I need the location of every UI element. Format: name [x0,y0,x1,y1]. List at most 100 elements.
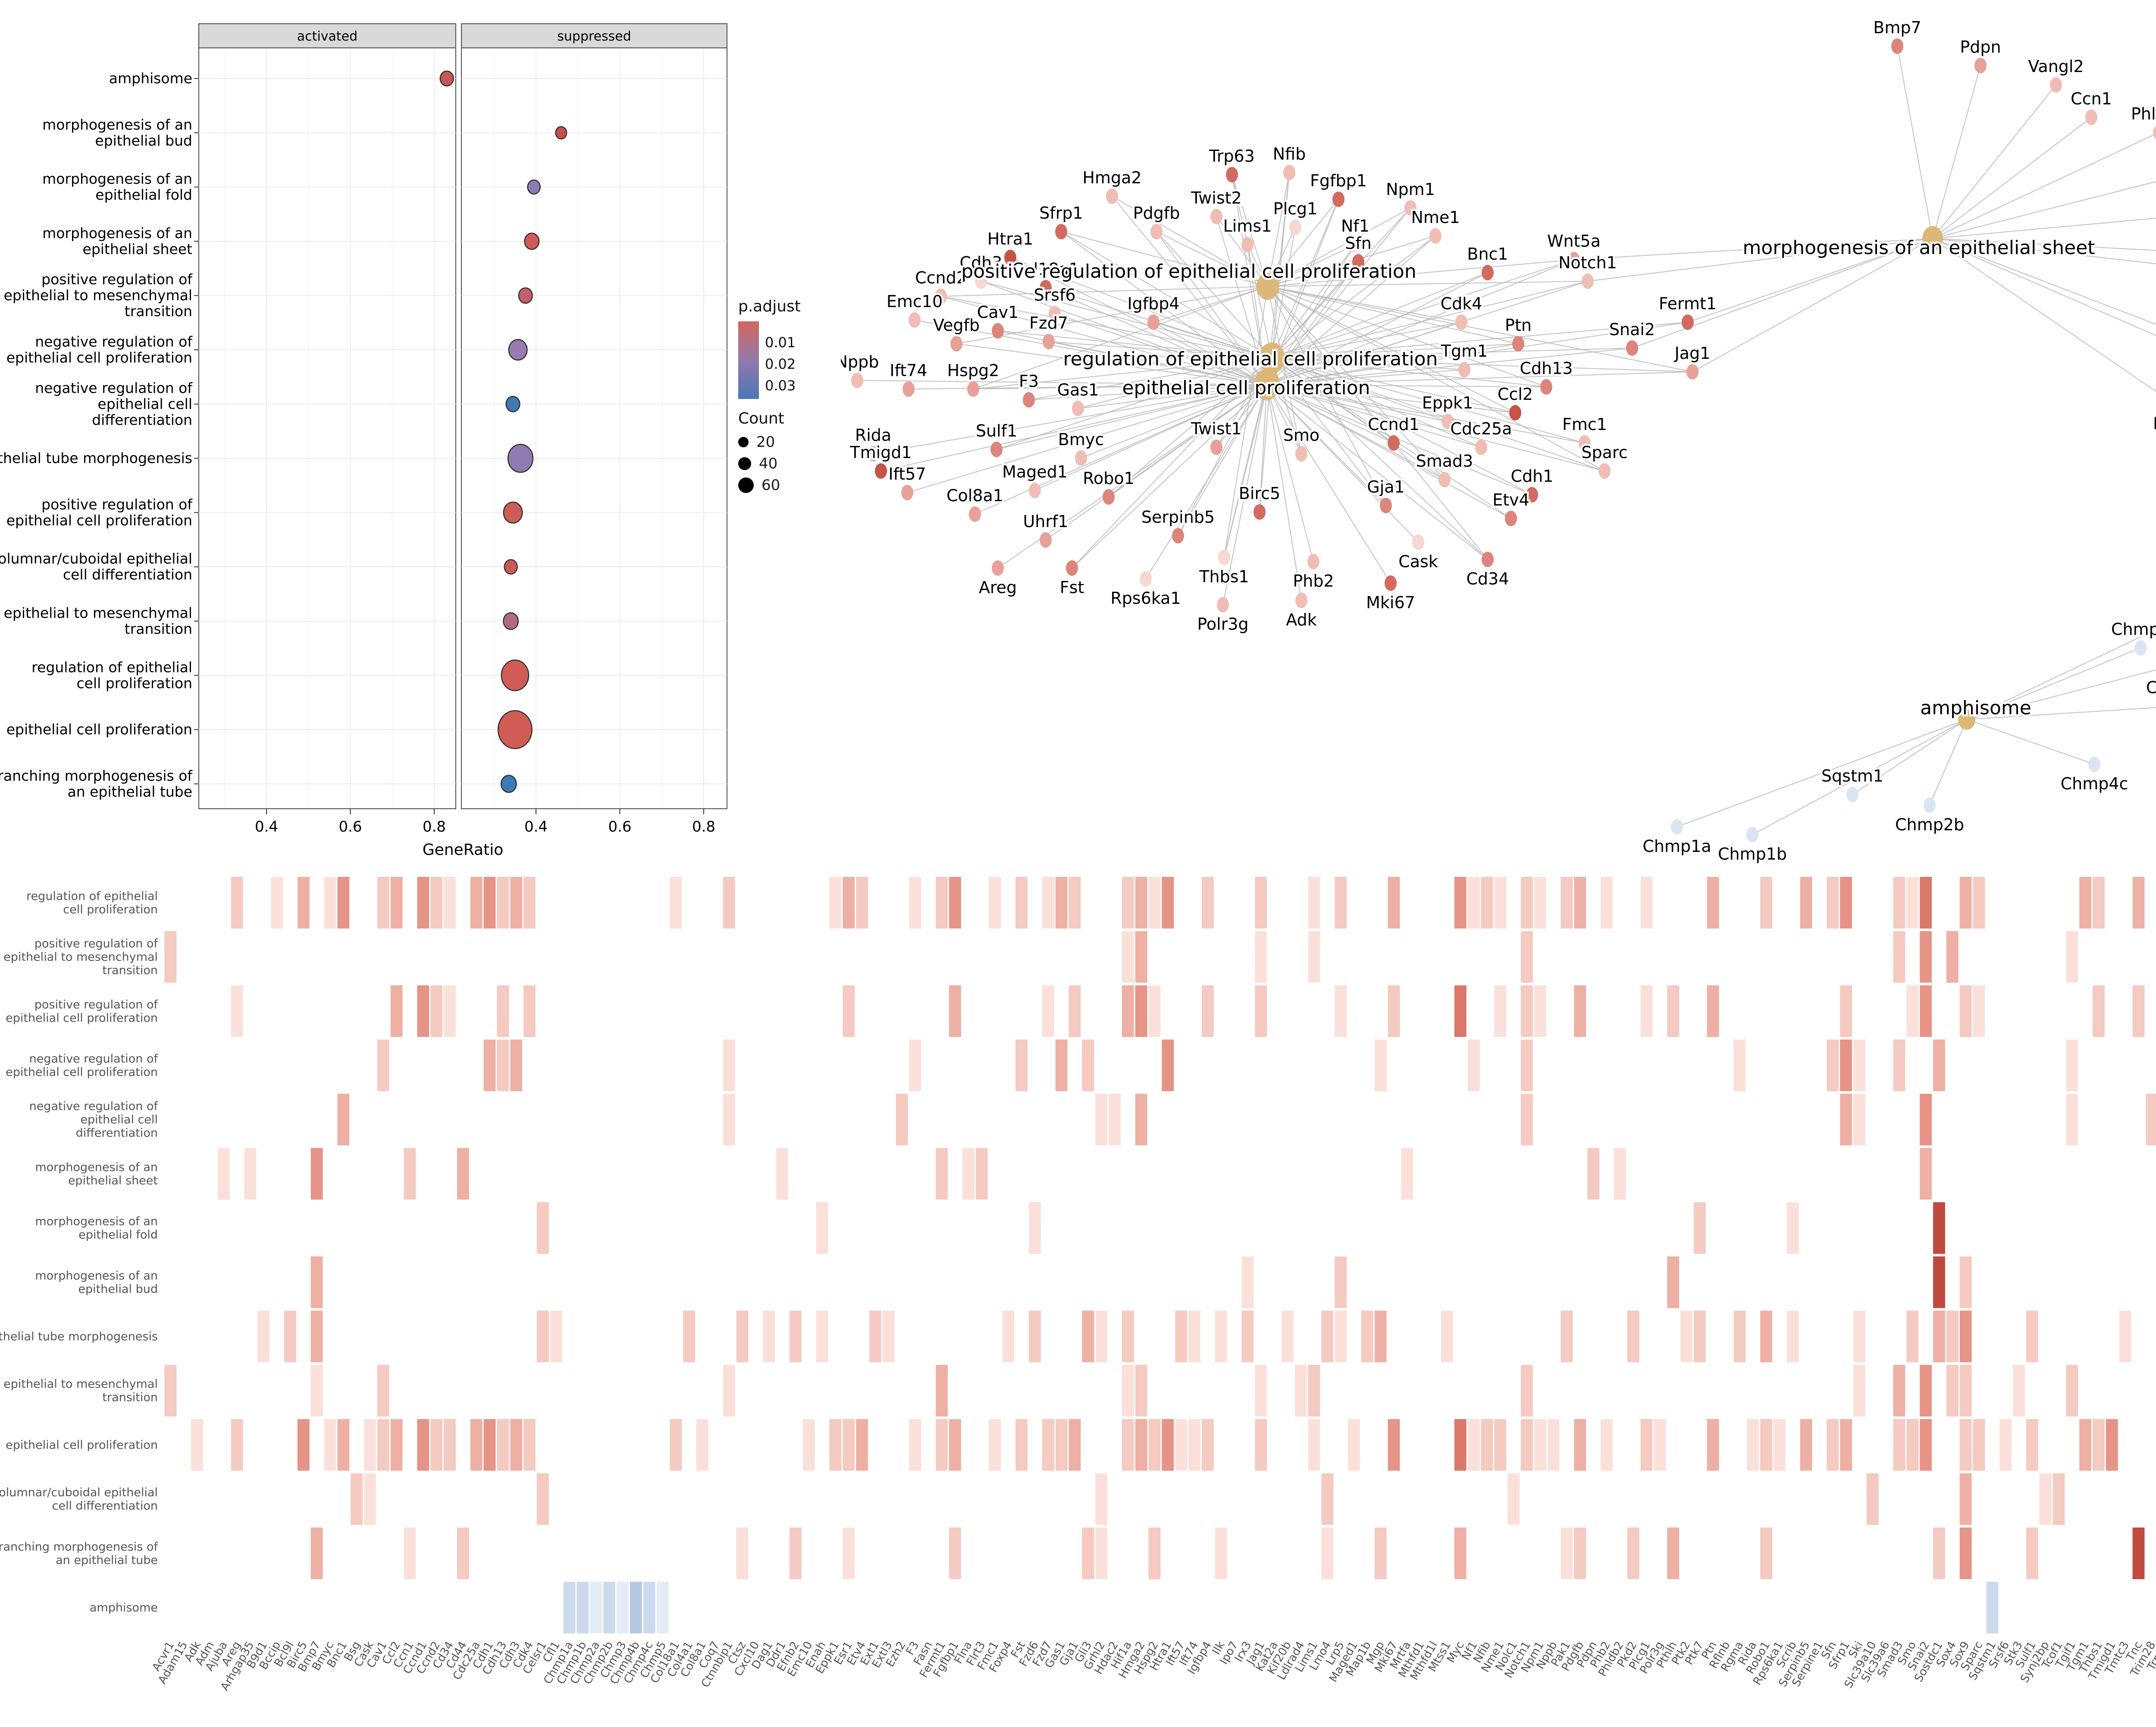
heatmap-cell [1308,1419,1320,1471]
heatmap-cell [1162,877,1174,929]
network-edge [1272,357,1465,371]
gene-node [1568,252,1580,267]
heatmap-cell [1627,1527,1639,1579]
heatmap-cell [1760,1419,1772,1471]
gene-node [909,312,921,328]
heatmap-cell [1175,1310,1188,1363]
heatmap-cell [2079,877,2092,929]
dotplot-point [555,126,567,140]
heatmap-cell [1853,1365,1865,1417]
network-edge [1267,286,1462,323]
heatmap-cell [523,1419,536,1471]
gene-label: Sqstm1 [1821,766,1883,785]
gene-label: Gas1 [1057,380,1099,399]
heatmap-cell [1148,877,1161,929]
heatmap-cell [1733,1310,1746,1363]
heatmap-cell [2066,1093,2078,1146]
gene-label: Rida [855,426,891,445]
dotplot-point [507,443,534,473]
heatmap-cell [577,1582,589,1633]
heatmap-cell [1946,1365,1959,1417]
gene-label: Bmp7 [1873,18,1921,37]
heatmap-cell [1920,931,1932,983]
heatmap-cell [2026,1527,2038,1579]
gene-node [1388,435,1400,451]
network-edge [940,295,1272,359]
heatmap-row-label: cell differentiation [52,1499,158,1513]
dotplot-point [505,396,520,412]
heatmap-cell [1574,877,1586,929]
heatmap-cell [1162,1039,1174,1091]
heatmap-row-label: epithelial sheet [68,1174,158,1187]
heatmap-cell [257,1310,270,1363]
heatmap-cell [1534,1419,1546,1471]
y-axis-label: columnar/cuboidal epithelial [0,550,192,567]
heatmap-cell [1906,985,1919,1037]
heatmap-cell [523,877,536,929]
heatmap-cell [231,877,243,929]
heatmap-cell [1986,1582,1999,1633]
heatmap-cell [603,1582,616,1633]
x-axis-title: GeneRatio [423,841,503,859]
network-edge [1267,280,1588,287]
heatmap-cell [949,1419,961,1471]
heatmap-cell [736,1527,749,1579]
heatmap-cell [1893,1039,1905,1091]
heatmap-cell [1933,1527,1945,1579]
heatmap-cell [1521,877,1533,929]
network-edge [996,384,1267,450]
heatmap-cell [430,985,443,1037]
heatmap-cell [1162,1419,1174,1471]
gene-node [867,446,879,462]
gene-label: Npm1 [1386,180,1435,199]
heatmap-cell [869,1310,881,1363]
heatmap-cell [763,1310,775,1363]
heatmap-cell [1760,1310,1772,1363]
heatmap-row-label: epithelial cell proliferation [6,1065,158,1079]
gene-node [1172,528,1184,543]
gene-label: Col18a1 [1012,260,1079,279]
heatmap-cell [1640,985,1653,1037]
heatmap-cell [1481,1419,1493,1471]
gene-node [1475,440,1487,455]
gene-node [1218,550,1230,565]
gene-label: Chmp3 [2111,620,2156,639]
heatmap-cell [1654,1419,1666,1471]
gene-label: Mrtfa [2153,414,2156,433]
heatmap-cell [1494,985,1507,1037]
network-edge [1267,261,1359,287]
heatmap-cell [1946,1310,1959,1363]
gene-label: Igfbp4 [1127,294,1179,313]
heatmap-cell [1920,1093,1932,1146]
gene-node [1072,401,1084,416]
gene-label: Pdpn [1960,38,2001,57]
gene-label: Cav1 [977,303,1018,322]
network-edge [1929,719,1968,806]
gene-label: Ccnd2 [915,268,967,287]
gene-node [1404,200,1416,216]
heatmap-cell [949,1527,961,1579]
gene-label: Birc5 [1239,484,1280,503]
gene-node [1846,787,1858,802]
dotplot-point [501,659,530,691]
y-axis-label: morphogenesis of an [42,225,192,242]
gene-label: Ift57 [888,465,926,484]
heatmap-row-label: epithelial cell [80,1113,158,1127]
heatmap-cell [1933,1256,1945,1308]
heatmap-cell [1135,931,1147,983]
gene-node [975,273,987,289]
heatmap-cell [377,877,389,929]
heatmap-cell [1042,877,1054,929]
heatmap-cell [1667,985,1680,1037]
y-axis-label: transition [125,621,192,637]
gene-label: Cdh13 [1520,359,1573,378]
heatmap-cell [164,931,177,983]
y-axis-label: epithelial fold [95,186,192,203]
heatmap-cell [1082,1527,1094,1579]
network-edge [1272,357,1482,448]
network-edge [1048,341,1267,386]
heatmap-cell [1786,1310,1799,1363]
heatmap-cell [1946,931,1959,983]
heatmap-cell [1906,1419,1919,1471]
gene-node [1412,534,1424,550]
